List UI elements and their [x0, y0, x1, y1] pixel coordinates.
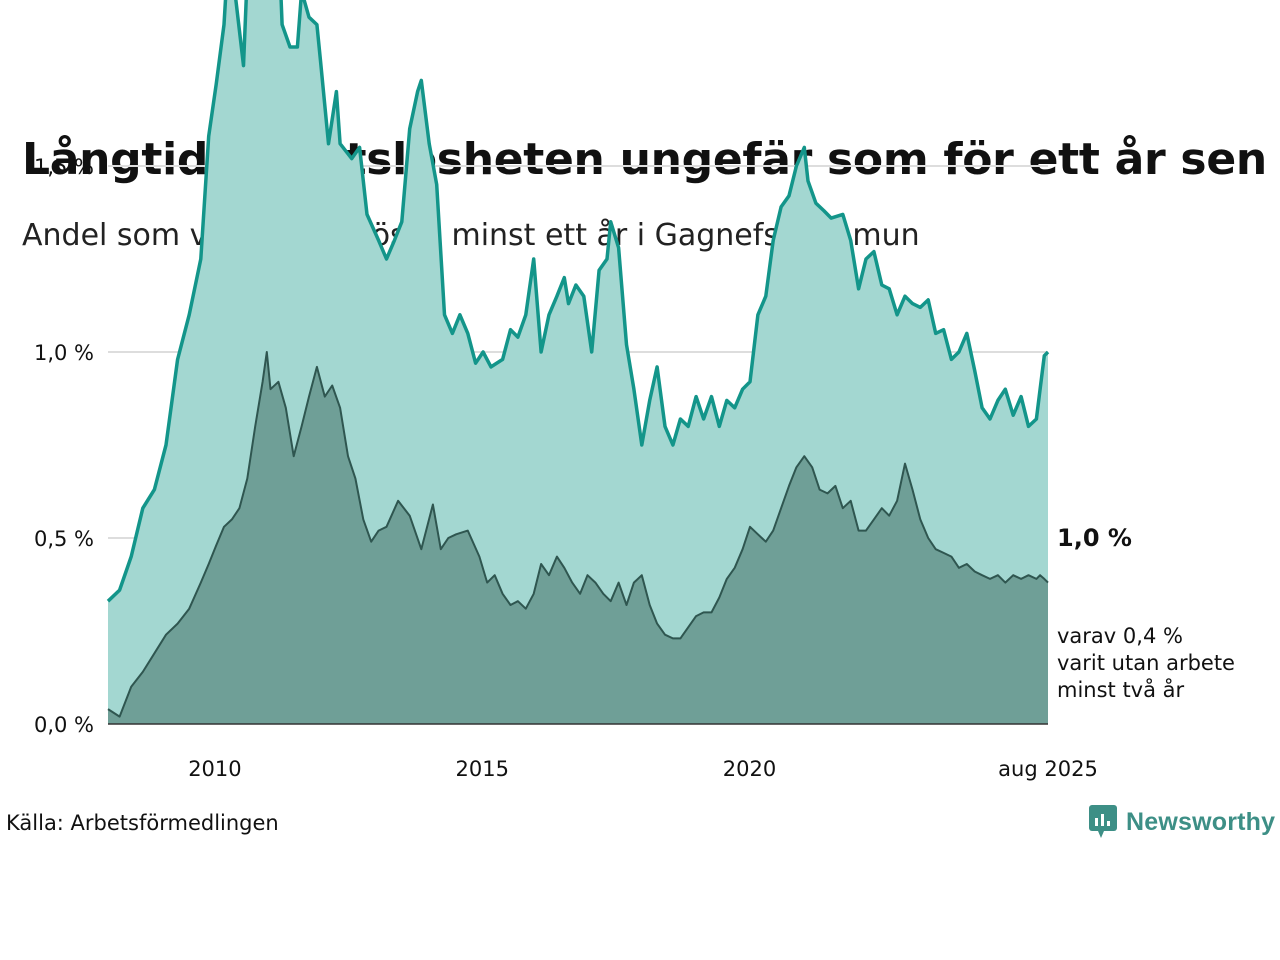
- secondary-label-line-1: varav 0,4 %: [1057, 624, 1183, 648]
- long-line: [107, 351, 1049, 718]
- x-axis-ticks: 2010 2015 2020 aug 2025: [188, 757, 1098, 781]
- long-area: [108, 352, 1048, 724]
- x-tick-label: 2010: [188, 757, 241, 781]
- newsworthy-icon: [1089, 805, 1117, 838]
- y-tick-label: 0,0 %: [34, 713, 94, 737]
- y-tick-label: 1,0 %: [34, 341, 94, 365]
- source-note: Källa: Arbetsförmedlingen: [6, 811, 279, 835]
- x-tick-label: 2020: [723, 757, 776, 781]
- x-tick-label: aug 2025: [998, 757, 1098, 781]
- x-tick-label: 2015: [455, 757, 508, 781]
- brand-name: Newsworthy: [1126, 807, 1276, 836]
- total-line: [106, 0, 1050, 603]
- chart-subtitle: Andel som varit arbetslösa i minst ett å…: [22, 218, 920, 253]
- y-tick-label: 1,5 %: [34, 155, 94, 179]
- brand-logo: Newsworthy: [1088, 804, 1275, 840]
- secondary-label-line-2: varit utan arbete: [1057, 651, 1235, 675]
- series-areas: [108, 0, 1048, 724]
- area-chart: 0,0 %0,5 %1,0 %1,5 %2,0 % 201020152020au…: [34, 0, 1235, 781]
- series-lines: [106, 0, 1050, 725]
- secondary-label-line-3: minst två år: [1057, 677, 1185, 702]
- y-axis-ticks: 0,0 %0,5 %1,0 %1,5 %2,0 %: [34, 155, 94, 737]
- y-tick-label: 0,5 %: [34, 527, 94, 551]
- end-value-label: 1,0 %: [1057, 524, 1132, 552]
